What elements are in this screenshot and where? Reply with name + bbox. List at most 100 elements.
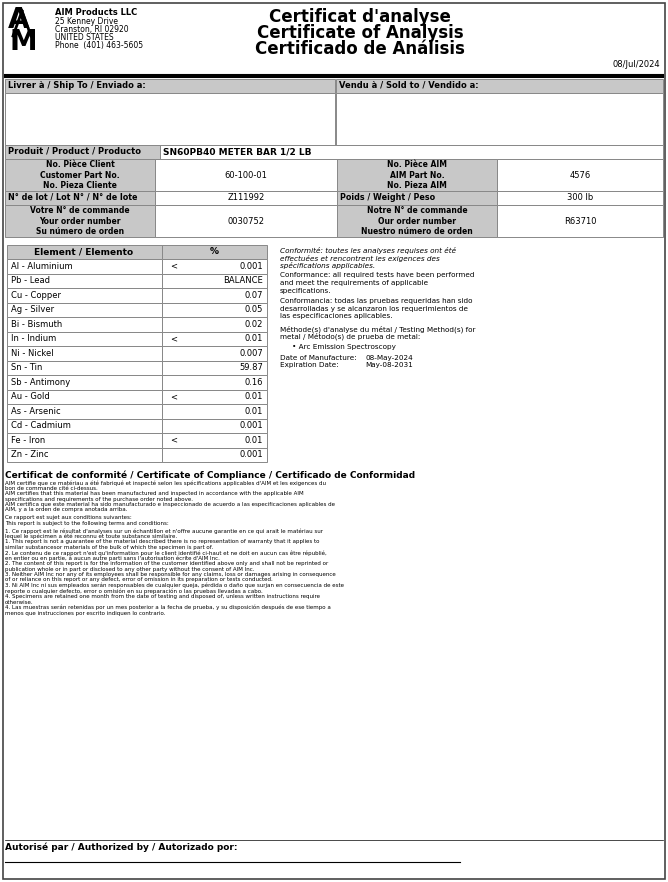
Text: In - Indium: In - Indium: [11, 334, 56, 343]
Text: 300 lb: 300 lb: [567, 193, 593, 203]
Text: and meet the requirements of applicable: and meet the requirements of applicable: [280, 280, 428, 286]
Text: <: <: [170, 334, 177, 343]
Text: 0.007: 0.007: [239, 348, 263, 358]
Text: menos que instrucciones por escrito indiquen lo contrario.: menos que instrucciones por escrito indi…: [5, 610, 166, 616]
Text: Al - Aluminium: Al - Aluminium: [11, 262, 73, 271]
Bar: [162, 245, 267, 259]
Bar: [7, 361, 162, 375]
Text: 4576: 4576: [569, 170, 591, 180]
Text: 0.16: 0.16: [244, 377, 263, 386]
Text: Sb - Antimony: Sb - Antimony: [11, 377, 70, 386]
Text: publication whole or in part or disclosed to any other party without the consent: publication whole or in part or disclose…: [5, 566, 255, 572]
Text: 08/Jul/2024: 08/Jul/2024: [613, 60, 660, 69]
Text: otherwise.: otherwise.: [5, 600, 33, 604]
Text: Vendu à / Sold to / Vendido a:: Vendu à / Sold to / Vendido a:: [339, 81, 479, 90]
Bar: [7, 245, 162, 259]
Bar: [7, 288, 162, 303]
Text: Poids / Weight / Peso: Poids / Weight / Peso: [340, 193, 435, 202]
Text: <: <: [170, 262, 177, 271]
Text: Z111992: Z111992: [227, 193, 265, 203]
Text: • Arc Emission Spectroscopy: • Arc Emission Spectroscopy: [292, 343, 396, 349]
Text: %: %: [210, 248, 218, 257]
Text: Phone  (401) 463-5605: Phone (401) 463-5605: [55, 41, 143, 50]
Text: Certificat de conformité / Certificate of Compliance / Certificado de Conformida: Certificat de conformité / Certificate o…: [5, 470, 415, 480]
Text: AIM certifica que este material ha sido manufacturado e inspeccionado de acuerdo: AIM certifica que este material ha sido …: [5, 502, 335, 507]
Text: 4. Las muestras serán retenidas por un mes posterior a la fecha de prueba, y su : 4. Las muestras serán retenidas por un m…: [5, 605, 331, 610]
Text: R63710: R63710: [564, 216, 597, 226]
Text: 25 Kenney Drive: 25 Kenney Drive: [55, 17, 118, 26]
Text: A: A: [8, 6, 29, 34]
Text: Zn - Zinc: Zn - Zinc: [11, 450, 49, 460]
Bar: [337, 159, 497, 191]
Text: Votre N° de commande
Your order number
Su número de orden: Votre N° de commande Your order number S…: [30, 206, 130, 235]
Bar: [7, 317, 162, 332]
Text: 2. Le contenu de ce rapport n'est qu'information pour le client identifié ci-hau: 2. Le contenu de ce rapport n'est qu'inf…: [5, 550, 327, 556]
Bar: [497, 159, 663, 191]
Text: lequel le spécimen a été reconnu et toute substance similaire.: lequel le spécimen a été reconnu et tout…: [5, 534, 177, 539]
Text: similar substancesor materials of the bulk of which the specimen is part of.: similar substancesor materials of the bu…: [5, 544, 213, 549]
Text: Notre N° de commande
Our order number
Nuestro número de orden: Notre N° de commande Our order number Nu…: [361, 206, 473, 235]
Text: 1. This report is not a guarantee of the material described there is no represen: 1. This report is not a guarantee of the…: [5, 539, 319, 544]
Text: Pb - Lead: Pb - Lead: [11, 276, 50, 285]
Text: Expiration Date:: Expiration Date:: [280, 363, 339, 369]
Text: As - Arsenic: As - Arsenic: [11, 407, 61, 415]
Text: Date of Manufacture:: Date of Manufacture:: [280, 355, 357, 361]
Text: 0.07: 0.07: [244, 291, 263, 300]
Bar: [5, 205, 155, 237]
Bar: [7, 375, 162, 390]
Text: No. Pièce Client
Customer Part No.
No. Pieza Cliente: No. Pièce Client Customer Part No. No. P…: [40, 161, 120, 190]
Text: 4. Specimens are retained one month from the date of testing and disposed of, un: 4. Specimens are retained one month from…: [5, 594, 320, 599]
Text: Element / Elemento: Element / Elemento: [35, 248, 134, 257]
Bar: [160, 145, 663, 159]
Text: 2. The content of this report is for the information of the customer identified : 2. The content of this report is for the…: [5, 561, 328, 566]
Text: Produit / Product / Producto: Produit / Product / Producto: [8, 147, 141, 156]
Text: Certificate of Analysis: Certificate of Analysis: [257, 24, 464, 42]
Text: las especificaciones aplicables.: las especificaciones aplicables.: [280, 313, 393, 319]
Text: Ce rapport est sujet aux conditions suivantes:: Ce rapport est sujet aux conditions suiv…: [5, 515, 132, 520]
Text: 0.01: 0.01: [244, 407, 263, 415]
Bar: [162, 404, 267, 418]
Bar: [162, 433, 267, 447]
Bar: [162, 259, 267, 273]
Text: Ni - Nickel: Ni - Nickel: [11, 348, 53, 358]
Bar: [5, 93, 335, 145]
Text: Sn - Tin: Sn - Tin: [11, 363, 42, 372]
Bar: [155, 159, 337, 191]
Text: N° de lot / Lot N° / N° de lote: N° de lot / Lot N° / N° de lote: [8, 193, 138, 202]
Text: 0.01: 0.01: [244, 334, 263, 343]
Text: Autorisé par / Authorized by / Autorizado por:: Autorisé par / Authorized by / Autorizad…: [5, 843, 238, 853]
Text: Au - Gold: Au - Gold: [11, 392, 49, 401]
Bar: [155, 205, 337, 237]
Text: 08-May-2024: 08-May-2024: [365, 355, 413, 361]
Bar: [337, 205, 497, 237]
Text: 0030752: 0030752: [228, 216, 265, 226]
Bar: [7, 447, 162, 462]
Bar: [7, 303, 162, 317]
Bar: [336, 93, 663, 145]
Text: Bi - Bismuth: Bi - Bismuth: [11, 320, 62, 329]
Text: specifications and requirements of the purchase order noted above.: specifications and requirements of the p…: [5, 497, 193, 502]
Bar: [336, 79, 663, 93]
Text: Certificado de Análisis: Certificado de Análisis: [255, 40, 465, 58]
Bar: [7, 259, 162, 273]
Text: 59.87: 59.87: [239, 363, 263, 372]
Text: 60-100-01: 60-100-01: [224, 170, 267, 180]
Bar: [7, 273, 162, 288]
Text: Cranston, RI 02920: Cranston, RI 02920: [55, 25, 129, 34]
Text: metal / Método(s) de prueba de metal:: metal / Método(s) de prueba de metal:: [280, 333, 420, 340]
Text: specifications.: specifications.: [280, 288, 331, 294]
Text: AIM certifies that this material has been manufactured and inspected in accordan: AIM certifies that this material has bee…: [5, 491, 304, 496]
Text: M: M: [10, 28, 37, 56]
Text: May-08-2031: May-08-2031: [365, 363, 413, 369]
Text: Conformance: all required tests have been performed: Conformance: all required tests have bee…: [280, 273, 474, 279]
Bar: [7, 332, 162, 346]
Text: of or reliance on this report or any defect, error of omission in its preparatio: of or reliance on this report or any def…: [5, 578, 273, 582]
Text: UNITED STATES: UNITED STATES: [55, 33, 114, 42]
Text: Certificat d'analyse: Certificat d'analyse: [269, 8, 451, 26]
Text: 0.001: 0.001: [239, 262, 263, 271]
Text: AIM certifie que ce matériau a été fabriqué et inspecté selon les spécifications: AIM certifie que ce matériau a été fabri…: [5, 480, 326, 485]
Bar: [162, 418, 267, 433]
Text: No. Pièce AIM
AIM Part No.
No. Pieza AIM: No. Pièce AIM AIM Part No. No. Pieza AIM: [387, 161, 447, 190]
Bar: [162, 273, 267, 288]
Bar: [7, 346, 162, 361]
